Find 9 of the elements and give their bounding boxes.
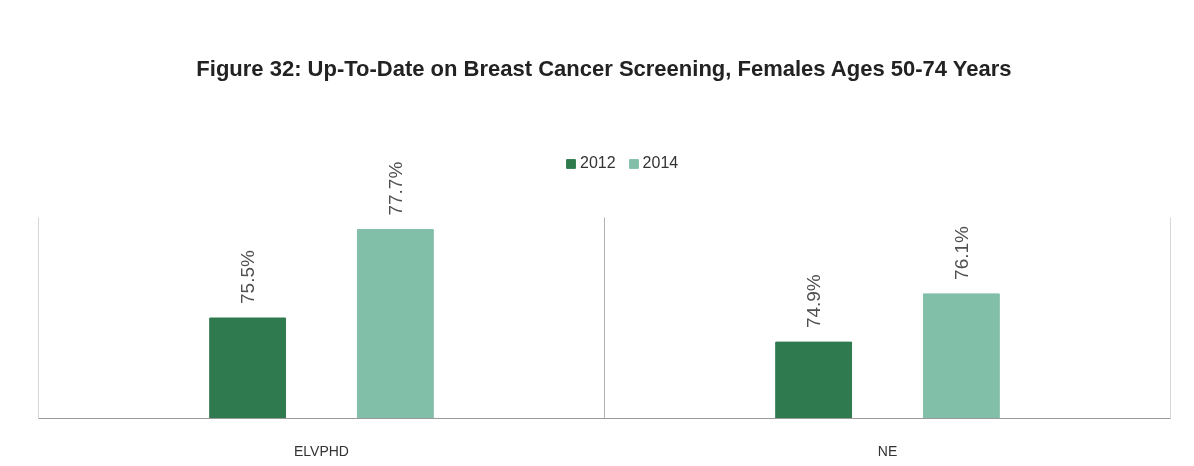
data-label: 74.9% [803,274,825,329]
data-label: 75.5% [237,250,259,304]
chart-title: Figure 32: Up-To-Date on Breast Cancer Screening, Females Ages 50-74 Years [196,55,1012,81]
legend-label: 2012 [580,154,616,172]
x-tick-label: NE [877,442,898,459]
data-label: 77.7% [384,161,406,216]
data-label: 76.1% [950,225,972,280]
legend-label: 2014 [642,154,679,172]
x-tick-label: ELVPHD [294,442,349,459]
